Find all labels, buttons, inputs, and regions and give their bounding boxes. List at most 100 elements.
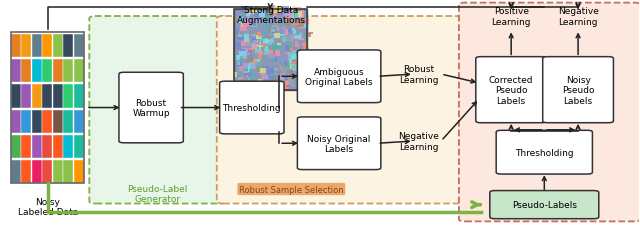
Bar <box>255 21 260 24</box>
Bar <box>271 68 275 74</box>
Bar <box>288 53 292 57</box>
Bar <box>259 80 263 85</box>
Bar <box>246 56 253 63</box>
Bar <box>253 21 256 27</box>
Bar <box>11 85 20 108</box>
Bar <box>234 76 239 80</box>
Bar <box>258 62 260 66</box>
Bar <box>258 82 263 88</box>
Text: Noisy
Pseudo
Labels: Noisy Pseudo Labels <box>562 75 595 105</box>
Bar <box>273 63 278 68</box>
Bar <box>262 75 264 79</box>
Bar <box>63 85 73 108</box>
Bar <box>274 7 281 14</box>
Bar <box>268 51 273 54</box>
FancyBboxPatch shape <box>119 73 183 143</box>
Bar <box>287 12 292 18</box>
Bar <box>259 52 265 58</box>
Bar <box>298 12 302 18</box>
Bar <box>274 69 278 71</box>
Bar <box>252 39 256 43</box>
Bar <box>32 60 42 83</box>
Bar <box>261 43 266 47</box>
Bar <box>253 60 257 65</box>
Bar <box>246 81 252 87</box>
Bar <box>295 76 302 79</box>
Bar <box>292 50 296 55</box>
Bar <box>275 46 281 52</box>
Bar <box>269 11 274 17</box>
Bar <box>248 14 250 20</box>
Bar <box>265 39 268 45</box>
Bar <box>242 17 248 23</box>
Bar <box>251 82 257 85</box>
Bar <box>74 85 84 108</box>
Bar <box>261 40 263 45</box>
FancyBboxPatch shape <box>490 191 599 219</box>
Bar <box>294 36 297 39</box>
Bar <box>282 38 286 43</box>
Bar <box>282 28 285 30</box>
Bar <box>235 43 241 50</box>
Bar <box>53 110 63 133</box>
Bar <box>303 84 307 87</box>
Bar <box>21 85 31 108</box>
Bar <box>293 31 296 34</box>
Bar <box>252 84 255 90</box>
Bar <box>281 62 287 68</box>
Bar <box>286 82 289 85</box>
Bar <box>53 160 63 184</box>
Bar <box>260 86 262 88</box>
Bar <box>285 19 291 22</box>
Bar <box>243 84 247 86</box>
Bar <box>21 135 31 158</box>
Bar <box>241 50 244 57</box>
Bar <box>307 48 309 51</box>
Bar <box>241 7 246 14</box>
Bar <box>269 22 275 26</box>
Bar <box>282 76 287 80</box>
Text: Robust Sample Selection: Robust Sample Selection <box>239 185 344 194</box>
Bar <box>257 59 260 66</box>
Bar <box>273 24 276 28</box>
Bar <box>258 52 262 54</box>
Bar <box>250 63 254 70</box>
Bar <box>42 160 52 184</box>
Bar <box>252 24 257 28</box>
Bar <box>301 11 304 18</box>
Bar <box>291 63 297 67</box>
Bar <box>264 14 268 17</box>
Bar <box>234 28 239 31</box>
Text: Thresholding: Thresholding <box>515 148 573 157</box>
Bar <box>241 78 244 79</box>
Bar <box>262 74 267 80</box>
Bar <box>265 83 271 85</box>
Bar <box>264 85 270 90</box>
Bar <box>248 49 255 51</box>
Bar <box>284 84 289 89</box>
Bar <box>243 55 248 60</box>
Bar <box>307 70 312 73</box>
Bar <box>42 85 52 108</box>
Bar <box>255 48 258 53</box>
Bar <box>244 22 250 27</box>
Bar <box>258 45 264 46</box>
Bar <box>283 67 288 70</box>
Bar <box>42 34 52 58</box>
Bar <box>256 45 261 50</box>
Bar <box>286 86 290 87</box>
Text: Pseudo-Label
Generator: Pseudo-Label Generator <box>127 184 188 203</box>
FancyBboxPatch shape <box>298 51 381 103</box>
Bar <box>288 29 291 33</box>
Bar <box>265 37 270 40</box>
Bar <box>11 60 20 83</box>
Text: Noisy
Labeled Data: Noisy Labeled Data <box>18 197 78 216</box>
FancyBboxPatch shape <box>298 117 381 170</box>
Bar <box>287 64 291 69</box>
Bar <box>275 65 278 67</box>
Bar <box>282 7 289 14</box>
Bar <box>235 63 242 66</box>
Bar <box>53 135 63 158</box>
Bar <box>258 84 262 87</box>
FancyBboxPatch shape <box>476 57 547 123</box>
